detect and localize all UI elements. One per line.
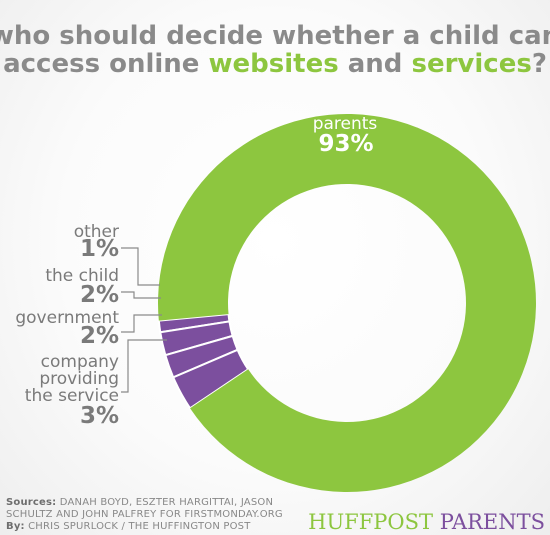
sources-line-2: SCHULTZ AND JOHN PALFREY FOR FIRSTMONDAY… [6,509,283,520]
slice-labels: parents 93% other 1% the child 2% govern… [15,114,377,429]
sources-line-1: Sources: DANAH BOYD, ESZTER HARGITTAI, J… [6,497,273,508]
chart-title-line-2: access online websites and services? [3,49,547,79]
slice-label-government-name: government [15,308,119,328]
slice-label-other-name: other [74,222,119,242]
slice-label-parents-name: parents [313,114,378,134]
leader-line-company [121,339,167,393]
leader-line-other [121,247,160,286]
sources-text-1: DANAH BOYD, ESZTER HARGITTAI, JASON [56,497,273,508]
slice-label-company-line-3: the service [25,386,119,406]
leader-line-the-child [121,291,161,299]
leader-lines [121,247,167,393]
slice-label-company-line-1: company [41,352,119,372]
brand-parents: PARENTS [433,510,545,534]
title-text-b: and [339,49,412,79]
slice-label-other-value: 1% [80,236,119,262]
slice-label-company-value: 3% [80,403,119,429]
chart-title-line-1: who should decide whether a child can [0,21,550,51]
slice-label-parents-value: 93% [318,131,373,157]
byline-label: By: [6,521,25,532]
title-highlight-websites: websites [209,49,339,79]
donut-slice-parents [157,113,537,492]
title-highlight-services: services [411,49,531,79]
sources-label: Sources: [6,497,56,508]
leader-line-government [121,314,162,333]
slice-label-the-child-value: 2% [80,282,119,308]
donut-slice-company-providing-the-service [171,348,250,410]
brand-huffpost: HUFFPOST [308,510,433,534]
donut-slices [157,113,537,492]
byline-text: CHRIS SPURLOCK / THE HUFFINGTON POST [25,521,251,532]
title-text-c: ? [532,49,547,79]
slice-label-the-child-name: the child [45,266,119,286]
slice-label-company-line-2: providing [39,369,119,389]
huffpost-parents-logo: HUFFPOST PARENTS [308,510,545,534]
slice-label-government-value: 2% [80,323,119,349]
title-text-a: access online [3,49,208,79]
byline: By: CHRIS SPURLOCK / THE HUFFINGTON POST [6,521,251,532]
